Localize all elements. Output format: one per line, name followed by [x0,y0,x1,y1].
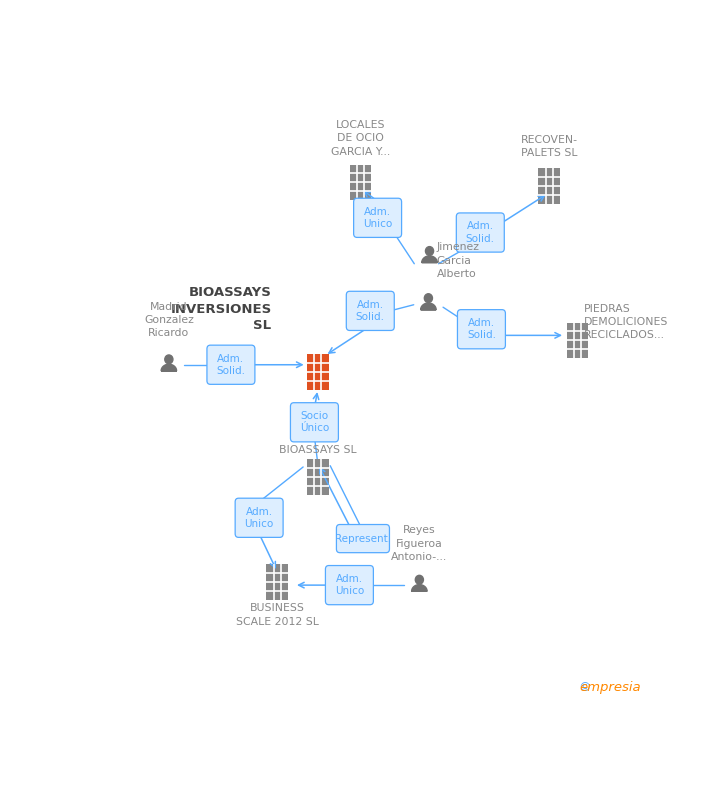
Text: Madrid
Gonzalez
Ricardo: Madrid Gonzalez Ricardo [144,302,194,339]
FancyBboxPatch shape [457,310,505,349]
Text: Adm.
Solid.: Adm. Solid. [466,221,495,244]
Polygon shape [422,256,438,262]
Circle shape [424,293,432,303]
Polygon shape [421,303,436,309]
Text: Adm.
Unico: Adm. Unico [335,574,364,596]
Text: Represent.: Represent. [335,533,391,544]
FancyBboxPatch shape [539,169,560,204]
FancyBboxPatch shape [354,198,402,238]
Circle shape [425,246,434,255]
FancyBboxPatch shape [307,355,328,390]
Text: BIOASSAYS SL: BIOASSAYS SL [279,444,357,455]
FancyBboxPatch shape [307,459,328,494]
Text: PIEDRAS
DEMOLICIONES
RECICLADOS...: PIEDRAS DEMOLICIONES RECICLADOS... [584,304,668,340]
Text: Adm.
Solid.: Adm. Solid. [356,300,385,322]
Circle shape [415,576,424,584]
FancyBboxPatch shape [350,165,371,200]
FancyBboxPatch shape [207,345,255,384]
Text: Reyes
Figueroa
Antonio-...: Reyes Figueroa Antonio-... [391,525,448,562]
Polygon shape [161,364,177,370]
FancyBboxPatch shape [566,323,588,358]
Polygon shape [411,584,427,591]
Text: BIOASSAYS
INVERSIONES
SL: BIOASSAYS INVERSIONES SL [170,286,272,332]
FancyBboxPatch shape [266,564,288,599]
Text: BUSINESS
SCALE 2012 SL: BUSINESS SCALE 2012 SL [236,603,319,626]
Text: Socio
Único: Socio Único [300,411,329,433]
Text: empresia: empresia [579,681,641,694]
Text: Adm.
Unico: Adm. Unico [245,506,274,529]
FancyBboxPatch shape [336,525,389,553]
FancyBboxPatch shape [290,403,339,442]
FancyBboxPatch shape [347,291,395,331]
FancyBboxPatch shape [456,213,505,252]
Text: RECOVEN-
PALETS SL: RECOVEN- PALETS SL [521,135,577,158]
Text: ©: © [579,681,591,694]
FancyBboxPatch shape [325,565,373,605]
Text: LOCALES
DE OCIO
GARCIA Y...: LOCALES DE OCIO GARCIA Y... [331,120,390,157]
Text: Adm.
Solid.: Adm. Solid. [216,354,245,376]
FancyBboxPatch shape [235,498,283,537]
Circle shape [165,355,173,364]
Text: Adm.
Solid.: Adm. Solid. [467,318,496,340]
Text: Jimenez
Garcia
Alberto: Jimenez Garcia Alberto [437,242,480,279]
Text: Adm.
Unico: Adm. Unico [363,207,392,229]
